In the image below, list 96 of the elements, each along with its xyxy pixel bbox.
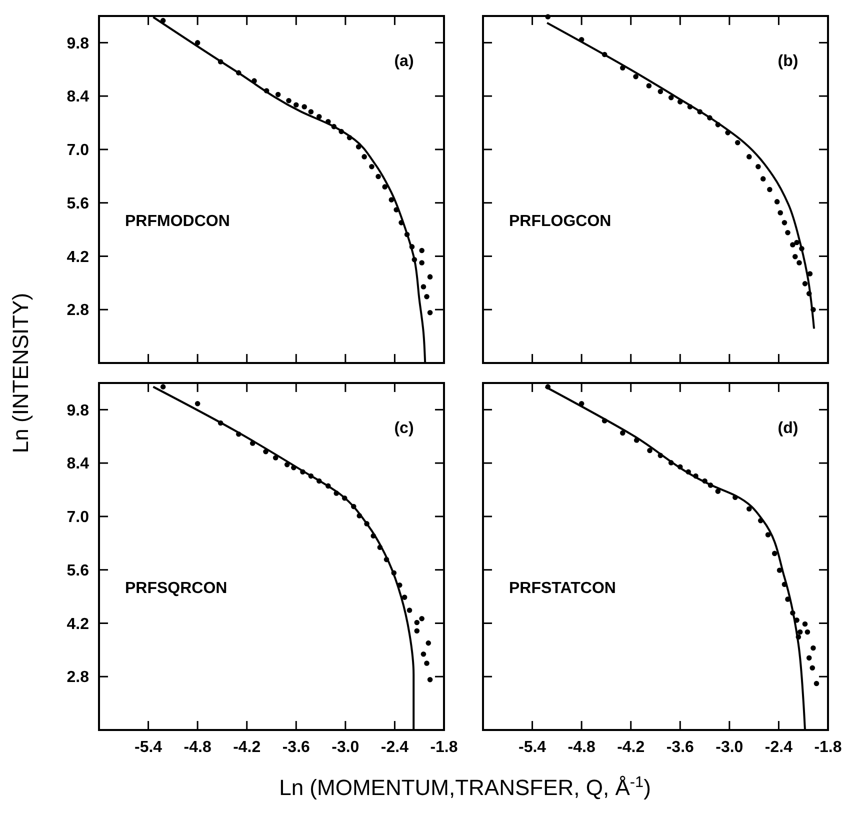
point bbox=[797, 629, 803, 635]
x-tick-label: -4.2 bbox=[233, 739, 261, 756]
point bbox=[427, 310, 433, 316]
point bbox=[767, 186, 772, 192]
point bbox=[388, 197, 394, 202]
point bbox=[658, 88, 664, 94]
point bbox=[293, 102, 299, 108]
y-tick-label: 8.4 bbox=[66, 456, 90, 473]
point bbox=[376, 174, 381, 180]
point bbox=[414, 628, 420, 634]
point bbox=[402, 594, 408, 600]
y-tick-label: 8.4 bbox=[66, 88, 90, 106]
annotation: PRFSTATCON bbox=[509, 580, 616, 597]
y-tick-label: 4.2 bbox=[66, 616, 90, 633]
point bbox=[646, 83, 652, 88]
y-tick-label: 9.8 bbox=[66, 35, 90, 52]
point bbox=[160, 384, 166, 390]
y-tick-label: 2.8 bbox=[66, 302, 90, 320]
point bbox=[419, 260, 424, 266]
point bbox=[427, 677, 433, 682]
point bbox=[785, 230, 790, 236]
point bbox=[633, 74, 638, 80]
point bbox=[308, 109, 314, 114]
annotation: (d) bbox=[778, 420, 798, 437]
point bbox=[545, 14, 551, 20]
point bbox=[804, 629, 810, 635]
y-tick-label: 5.6 bbox=[66, 562, 90, 580]
point bbox=[790, 242, 796, 248]
point bbox=[772, 550, 778, 556]
point bbox=[778, 210, 784, 216]
x-tick-label: -4.8 bbox=[184, 739, 212, 756]
point bbox=[794, 240, 800, 246]
y-tick-label: 9.8 bbox=[66, 402, 90, 420]
point bbox=[620, 430, 626, 436]
y-tick-label: 4.2 bbox=[66, 248, 90, 266]
point bbox=[427, 274, 433, 280]
y-tick-label: 7.0 bbox=[66, 142, 90, 160]
y-tick-label: 2.8 bbox=[66, 669, 90, 686]
point bbox=[362, 154, 367, 160]
point bbox=[774, 199, 780, 204]
annotation: (a) bbox=[394, 53, 414, 70]
point bbox=[746, 506, 752, 512]
annotation: PRFSQRCON bbox=[125, 580, 228, 597]
y-tick-label: 7.0 bbox=[66, 509, 90, 526]
point bbox=[746, 154, 752, 160]
point bbox=[802, 621, 808, 627]
point bbox=[424, 294, 430, 300]
point bbox=[419, 248, 424, 254]
point bbox=[424, 660, 430, 666]
point bbox=[420, 284, 426, 290]
point bbox=[426, 640, 432, 646]
x-tick-label: -2.4 bbox=[764, 739, 793, 756]
point bbox=[406, 608, 412, 613]
annotation: (b) bbox=[778, 53, 798, 70]
point bbox=[814, 680, 820, 686]
x-tick-label: -5.4 bbox=[134, 739, 162, 756]
point bbox=[756, 164, 761, 170]
point bbox=[382, 184, 388, 190]
x-tick-label: -1.8 bbox=[430, 739, 458, 756]
x-tick-label: -3.6 bbox=[666, 739, 694, 756]
point bbox=[420, 651, 426, 657]
annotation: PRFLOGCON bbox=[509, 213, 612, 230]
point bbox=[802, 281, 808, 286]
x-tick-label: -3.0 bbox=[332, 739, 360, 756]
point bbox=[765, 532, 771, 538]
x-tick-label: -3.6 bbox=[282, 739, 310, 756]
point bbox=[760, 176, 766, 182]
point bbox=[369, 164, 374, 170]
point bbox=[792, 254, 798, 260]
point bbox=[810, 665, 816, 670]
x-tick-label: -2.4 bbox=[380, 739, 409, 756]
point bbox=[414, 620, 420, 626]
x-tick-label: -5.4 bbox=[518, 739, 546, 756]
x-tick-label: -4.8 bbox=[568, 739, 596, 756]
point bbox=[796, 260, 802, 266]
point bbox=[806, 655, 812, 661]
point bbox=[647, 448, 652, 454]
point bbox=[734, 140, 740, 146]
x-tick-label: -4.2 bbox=[617, 739, 645, 756]
point bbox=[668, 94, 674, 100]
point bbox=[419, 616, 424, 622]
y-axis-title: Ln (INTENSITY) bbox=[8, 292, 33, 454]
point bbox=[782, 220, 788, 226]
point bbox=[194, 400, 200, 406]
point bbox=[194, 40, 200, 46]
point bbox=[810, 645, 816, 651]
point bbox=[275, 92, 281, 98]
x-tick-label: -3.0 bbox=[716, 739, 744, 756]
y-tick-label: 5.6 bbox=[66, 195, 90, 212]
x-tick-label: -1.8 bbox=[814, 739, 842, 756]
point bbox=[302, 104, 308, 110]
annotation: PRFMODCON bbox=[125, 213, 230, 230]
point bbox=[286, 98, 292, 104]
annotation: (c) bbox=[394, 420, 414, 437]
point bbox=[715, 488, 721, 494]
x-axis-title: Ln (MOMENTUM,TRANSFER, Q, Å$^{-1}$) bbox=[279, 774, 651, 800]
